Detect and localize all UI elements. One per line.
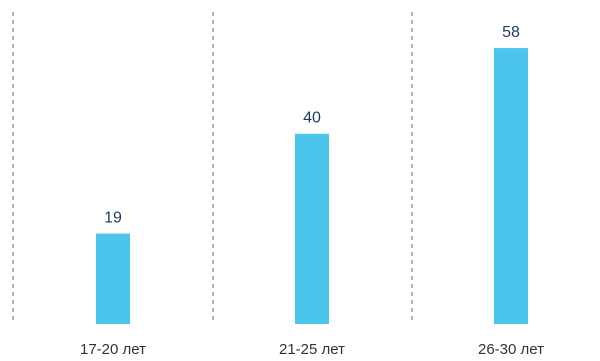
category-label-2: 21-25 лет <box>279 341 345 358</box>
bar-1 <box>96 233 130 324</box>
category-label-1: 17-20 лет <box>80 341 146 358</box>
bars-group <box>96 48 528 324</box>
category-labels-group: 17-20 лет 21-25 лет 26-30 лет <box>80 341 544 358</box>
value-label-2: 40 <box>303 110 321 127</box>
group-dividers <box>12 12 413 324</box>
value-labels-group: 19 40 58 <box>104 24 520 227</box>
value-label-1: 19 <box>104 210 122 227</box>
category-label-3: 26-30 лет <box>478 341 544 358</box>
bar-3 <box>494 48 528 324</box>
bar-2 <box>295 133 329 324</box>
value-label-3: 58 <box>502 24 520 41</box>
